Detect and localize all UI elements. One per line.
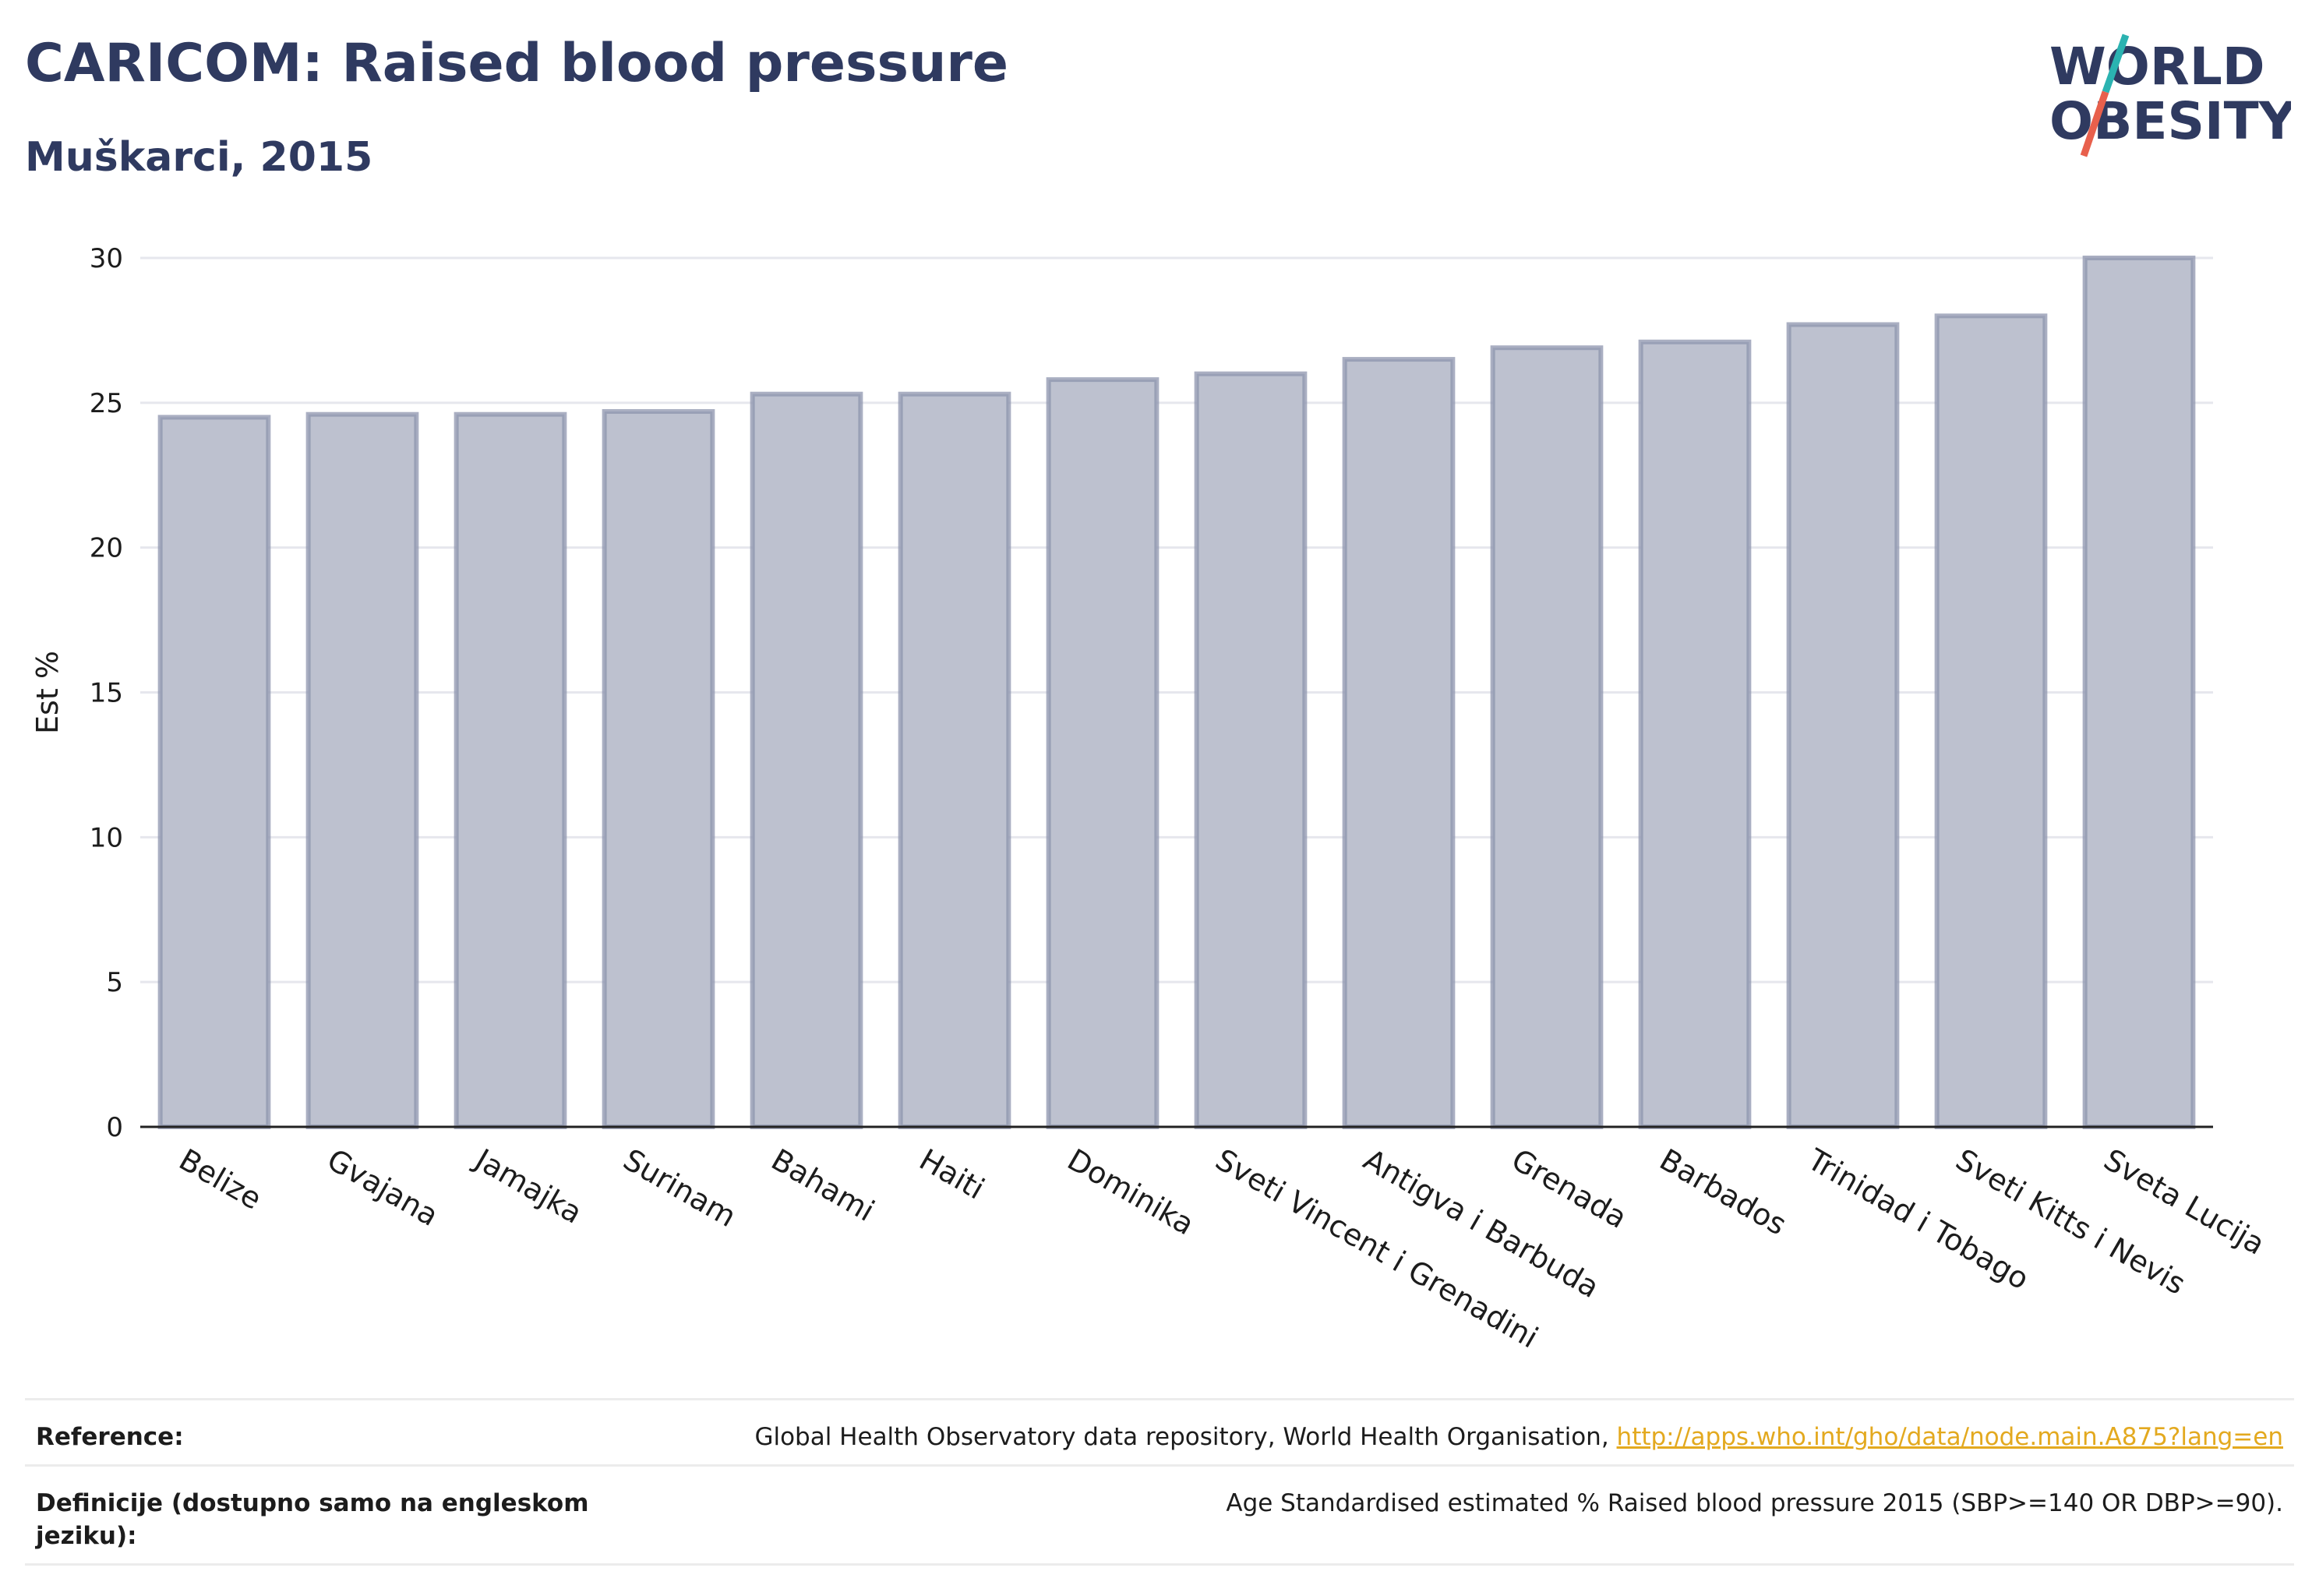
x-tick-label: Belize — [174, 1142, 268, 1216]
reference-link[interactable]: http://apps.who.int/gho/data/node.main.A… — [1616, 1423, 2283, 1451]
x-tick-label: Haiti — [914, 1142, 990, 1206]
logo-slash-top — [2102, 34, 2130, 94]
bar — [1490, 345, 1604, 1129]
logo-slash-bottom — [2080, 90, 2109, 157]
definition-label: Definicije (dostupno samo na engleskom j… — [36, 1489, 589, 1550]
bar — [750, 391, 863, 1129]
y-tick-label: 15 — [90, 678, 123, 709]
logo-line-world: WORLD — [2049, 37, 2265, 97]
chart-subtitle: Muškarci, 2015 — [25, 134, 373, 181]
x-tick-label: Dominika — [1062, 1142, 1200, 1242]
bar — [1342, 357, 1456, 1130]
chart-title: CARICOM: Raised blood pressure — [25, 33, 1009, 94]
x-tick-label: Barbados — [1654, 1142, 1793, 1242]
bar-chart: 0 5 10 15 20 25 30 Belize Gvajana Jamajka Surinam B… — [30, 243, 2271, 1355]
bar — [1046, 377, 1160, 1130]
x-tick-label: Bahami — [766, 1142, 881, 1228]
definition-row: Definicije (dostupno samo na engleskom j… — [25, 1464, 2294, 1566]
world-obesity-logo: WORLD OBESITY — [2049, 34, 2291, 157]
y-axis-title: Est % — [30, 651, 65, 734]
bar — [1638, 339, 1752, 1129]
y-tick-label: 0 — [106, 1112, 123, 1143]
definition-text: Age Standardised estimated % Raised bloo… — [1226, 1489, 2283, 1517]
y-tick-label: 20 — [90, 533, 123, 564]
bar — [1786, 322, 1900, 1130]
bar — [305, 411, 419, 1129]
bar — [602, 408, 715, 1129]
y-tick-label: 30 — [90, 243, 123, 274]
grid-lines — [140, 256, 2213, 983]
x-tick-label: Jamajka — [468, 1142, 588, 1231]
y-tick-label: 25 — [90, 388, 123, 419]
x-tick-label: Surinam — [618, 1142, 743, 1234]
bar — [1934, 313, 2048, 1129]
bar — [454, 411, 567, 1129]
bar — [1194, 371, 1308, 1129]
x-tick-label: Antigva i Barbuda — [1358, 1142, 1605, 1305]
y-tick-label: 10 — [90, 822, 123, 853]
bar — [157, 415, 271, 1129]
x-tick-label: Gvajana — [322, 1142, 444, 1233]
reference-label: Reference: — [36, 1423, 184, 1451]
reference-text: Global Health Observatory data repositor… — [754, 1423, 1617, 1451]
bars — [157, 256, 2196, 1130]
footer-table: Reference: Global Health Observatory dat… — [25, 1398, 2294, 1566]
bar — [898, 391, 1011, 1129]
x-tick-label: Grenada — [1506, 1142, 1633, 1235]
reference-row: Reference: Global Health Observatory dat… — [25, 1398, 2294, 1464]
bar — [2082, 256, 2196, 1129]
y-tick-label: 5 — [106, 967, 123, 998]
reference-value: Global Health Observatory data repositor… — [754, 1421, 2283, 1453]
